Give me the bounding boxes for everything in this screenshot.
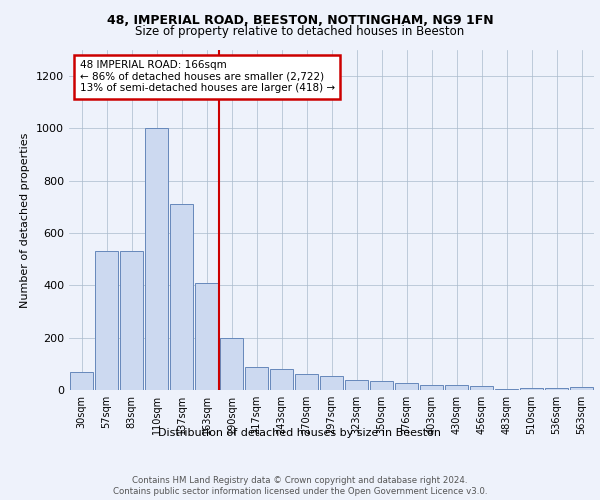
Bar bbox=[420, 386, 443, 390]
Text: Contains HM Land Registry data © Crown copyright and database right 2024.: Contains HM Land Registry data © Crown c… bbox=[132, 476, 468, 485]
Y-axis label: Number of detached properties: Number of detached properties bbox=[20, 132, 31, 308]
Bar bbox=[170, 204, 193, 390]
Text: Distribution of detached houses by size in Beeston: Distribution of detached houses by size … bbox=[158, 428, 442, 438]
Bar bbox=[270, 368, 293, 390]
Bar bbox=[70, 372, 93, 390]
Bar bbox=[320, 376, 343, 390]
Bar bbox=[345, 380, 368, 390]
Text: 48, IMPERIAL ROAD, BEESTON, NOTTINGHAM, NG9 1FN: 48, IMPERIAL ROAD, BEESTON, NOTTINGHAM, … bbox=[107, 14, 493, 27]
Bar bbox=[545, 388, 568, 390]
Text: Size of property relative to detached houses in Beeston: Size of property relative to detached ho… bbox=[136, 25, 464, 38]
Bar bbox=[220, 338, 243, 390]
Bar bbox=[195, 283, 218, 390]
Bar bbox=[520, 388, 543, 390]
Bar bbox=[470, 386, 493, 390]
Bar bbox=[295, 374, 318, 390]
Bar bbox=[145, 128, 168, 390]
Text: 48 IMPERIAL ROAD: 166sqm
← 86% of detached houses are smaller (2,722)
13% of sem: 48 IMPERIAL ROAD: 166sqm ← 86% of detach… bbox=[79, 60, 335, 94]
Bar bbox=[95, 252, 118, 390]
Text: Contains public sector information licensed under the Open Government Licence v3: Contains public sector information licen… bbox=[113, 487, 487, 496]
Bar bbox=[570, 388, 593, 390]
Bar bbox=[370, 381, 393, 390]
Bar bbox=[495, 389, 518, 390]
Bar bbox=[245, 367, 268, 390]
Bar bbox=[395, 382, 418, 390]
Bar bbox=[445, 386, 468, 390]
Bar bbox=[120, 252, 143, 390]
